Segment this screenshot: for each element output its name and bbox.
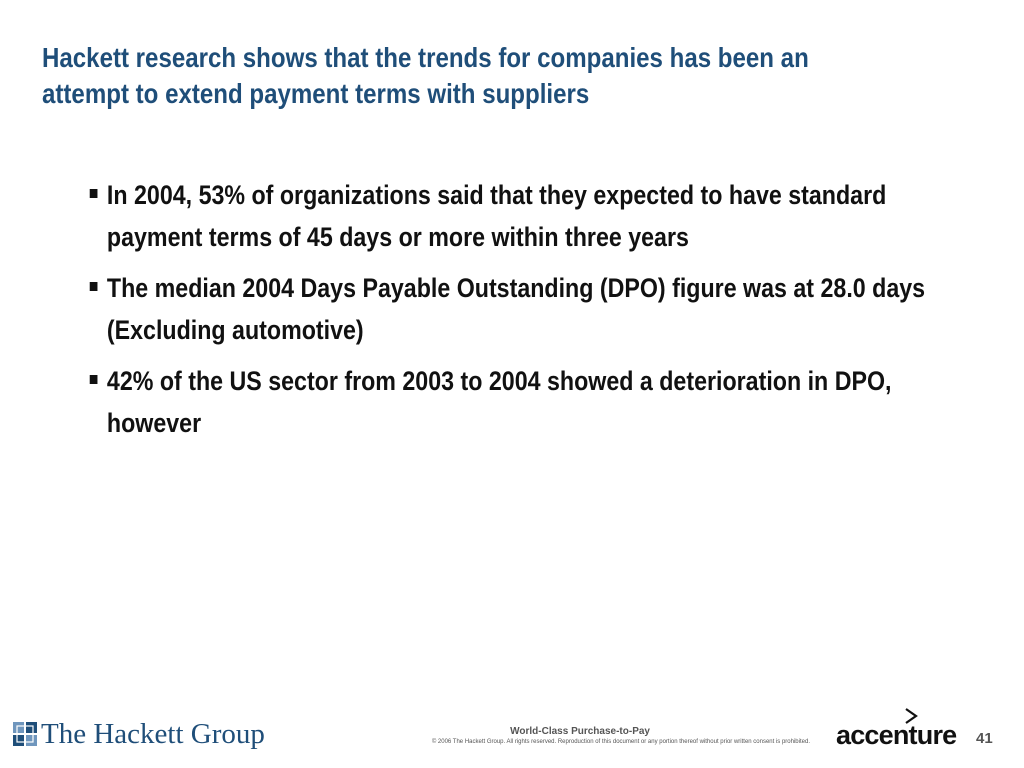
bullet-text-2: The median 2004 Days Payable Outstanding…	[106, 273, 926, 345]
square-bullet-icon	[89, 375, 98, 384]
slide-footer: The Hackett Group World-Class Purchase-t…	[0, 706, 1024, 768]
hackett-group-wordmark: The Hackett Group	[41, 718, 265, 750]
bullet-item-2: The median 2004 Days Payable Outstanding…	[88, 267, 931, 351]
accenture-wordmark: accenture	[836, 720, 957, 750]
footer-title: World-Class Purchase-to-Pay	[510, 726, 650, 737]
square-bullet-icon	[89, 189, 98, 198]
bullet-text-1: In 2004, 53% of organizations said that …	[106, 180, 887, 252]
bullet-item-3: 42% of the US sector from 2003 to 2004 s…	[88, 360, 931, 444]
hackett-group-logo: The Hackett Group	[13, 718, 265, 750]
hackett-squares-icon	[13, 722, 37, 746]
slide-title: Hackett research shows that the trends f…	[42, 42, 809, 109]
bullet-item-1: In 2004, 53% of organizations said that …	[88, 174, 931, 258]
bullet-list: In 2004, 53% of organizations said that …	[88, 174, 931, 453]
accenture-greater-than-icon	[905, 708, 918, 724]
accenture-logo: accenture	[836, 708, 960, 753]
bullet-text-3: 42% of the US sector from 2003 to 2004 s…	[106, 366, 892, 438]
footer-copyright: © 2006 The Hackett Group. All rights res…	[431, 739, 810, 745]
square-bullet-icon	[89, 282, 98, 291]
page-number: 41	[976, 730, 993, 747]
footer-credits: World-Class Purchase-to-Pay © 2006 The H…	[300, 726, 810, 747]
